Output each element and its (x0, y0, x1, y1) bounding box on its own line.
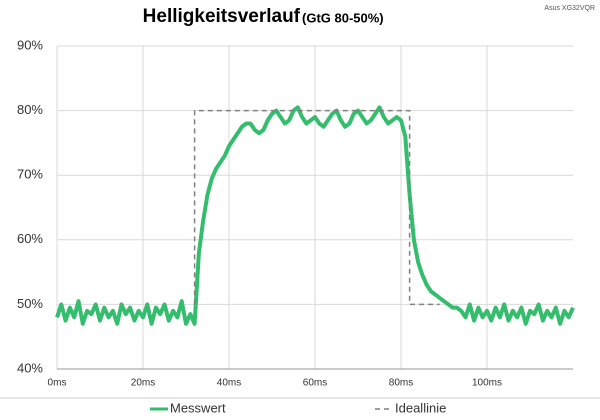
y-tick-label: 40% (17, 360, 43, 375)
corner-note: Asus XG32VQR (544, 5, 595, 12)
x-tick-label: 40ms (217, 378, 241, 389)
x-tick-label: 60ms (303, 378, 327, 389)
y-tick-label: 80% (17, 102, 43, 117)
y-tick-label: 60% (17, 231, 43, 246)
chart-subtitle: (GtG 80-50%) (302, 10, 384, 25)
legend-label: Ideallinie (395, 400, 446, 415)
series-line (55, 105, 575, 326)
x-tick-label: 80ms (389, 378, 413, 389)
x-tick-label: 100ms (472, 378, 502, 389)
series-line (193, 109, 440, 306)
chart-title: Helligkeitsverlauf (143, 6, 301, 27)
y-tick-label: 50% (17, 296, 43, 311)
x-tick-label: 0ms (48, 378, 67, 389)
x-tick-label: 20ms (131, 378, 155, 389)
y-tick-label: 90% (17, 37, 43, 52)
legend-label: Messwert (170, 400, 226, 415)
y-tick-label: 70% (17, 167, 43, 182)
